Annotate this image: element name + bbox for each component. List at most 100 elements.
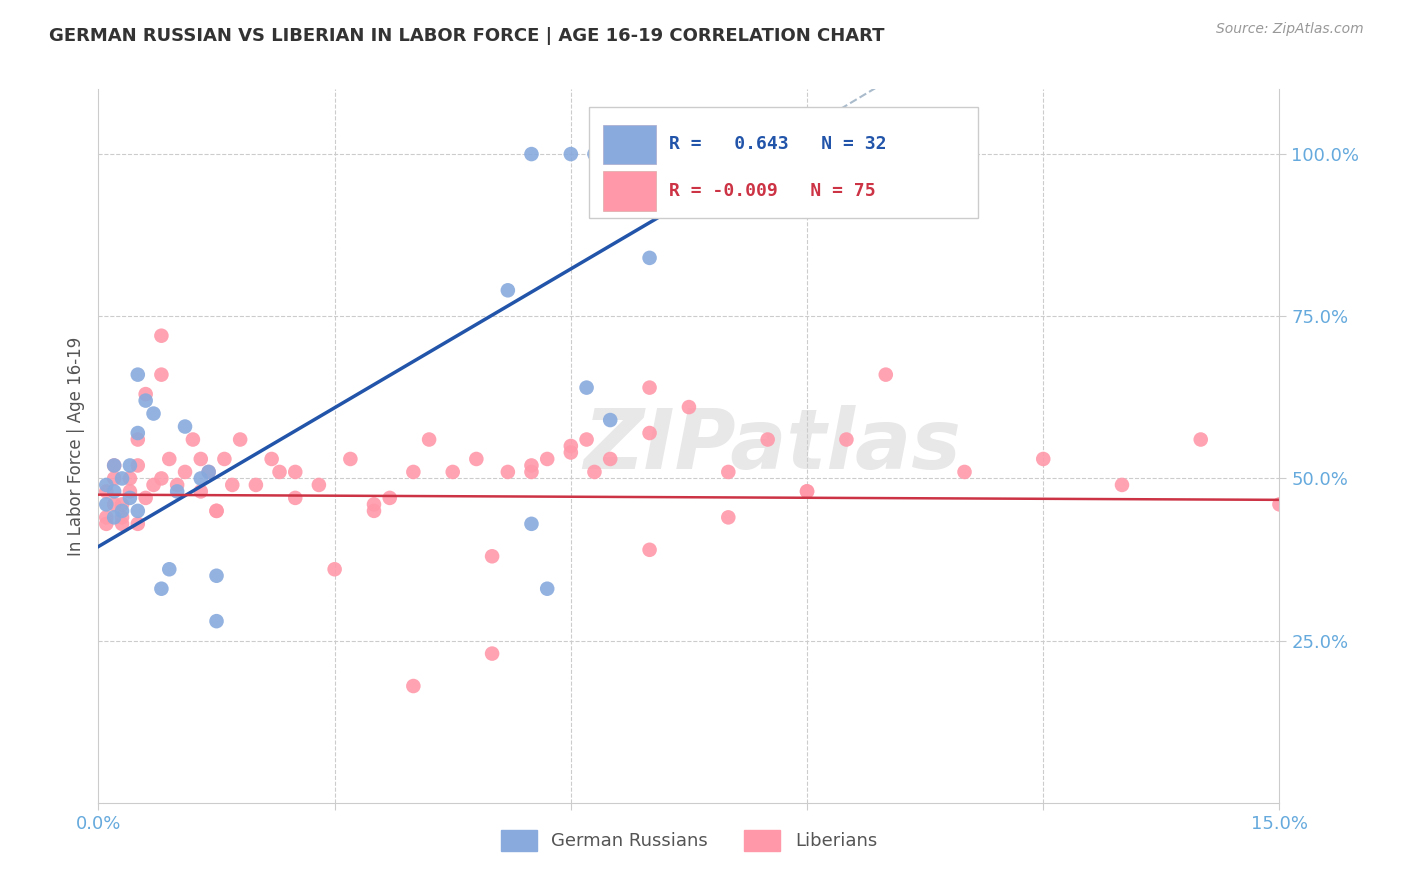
Point [205, 614, 228, 628]
Point [638, 425, 661, 440]
Point [520, 516, 543, 531]
Point [678, 400, 700, 414]
Point [1268, 497, 1291, 511]
Point [583, 147, 606, 161]
Point [166, 478, 188, 492]
Point [205, 504, 228, 518]
Text: R = -0.009   N = 75: R = -0.009 N = 75 [669, 182, 876, 200]
Point [135, 491, 157, 505]
Point [103, 471, 125, 485]
Point [756, 433, 779, 447]
Point [796, 484, 818, 499]
Point [96, 478, 118, 492]
Point [96, 510, 118, 524]
Point [150, 328, 173, 343]
Point [363, 504, 385, 518]
Point [520, 465, 543, 479]
Point [536, 582, 558, 596]
Point [638, 381, 661, 395]
Point [111, 504, 134, 518]
Point [127, 433, 149, 447]
Point [229, 433, 252, 447]
Point [638, 542, 661, 557]
Y-axis label: In Labor Force | Age 16-19: In Labor Force | Age 16-19 [66, 336, 84, 556]
Point [197, 465, 219, 479]
Point [402, 465, 425, 479]
Point [481, 549, 503, 564]
Point [142, 407, 165, 421]
Point [221, 478, 243, 492]
Point [284, 465, 307, 479]
Point [197, 465, 219, 479]
Point [339, 452, 361, 467]
FancyBboxPatch shape [603, 171, 655, 211]
Point [308, 478, 330, 492]
Point [599, 452, 621, 467]
Point [441, 465, 464, 479]
Point [142, 478, 165, 492]
Point [166, 484, 188, 499]
Point [103, 497, 125, 511]
Point [111, 510, 134, 524]
Point [560, 445, 582, 459]
Point [103, 510, 125, 524]
Point [583, 465, 606, 479]
Point [118, 491, 141, 505]
Point [111, 516, 134, 531]
Point [245, 478, 267, 492]
Point [103, 484, 125, 499]
Point [1111, 478, 1133, 492]
Point [214, 452, 236, 467]
Point [111, 497, 134, 511]
Point [402, 679, 425, 693]
Point [575, 433, 598, 447]
Point [135, 387, 157, 401]
Point [150, 368, 173, 382]
Point [157, 562, 180, 576]
Point [190, 484, 212, 499]
Point [150, 471, 173, 485]
Point [496, 283, 519, 297]
Point [717, 510, 740, 524]
Point [118, 458, 141, 473]
FancyBboxPatch shape [589, 107, 979, 218]
Point [190, 452, 212, 467]
Point [638, 251, 661, 265]
Point [103, 458, 125, 473]
Point [205, 504, 228, 518]
Point [174, 465, 197, 479]
Point [284, 491, 307, 505]
Point [260, 452, 283, 467]
Point [103, 458, 125, 473]
Point [614, 147, 637, 161]
FancyBboxPatch shape [603, 125, 655, 164]
Point [181, 433, 204, 447]
Point [118, 484, 141, 499]
Point [481, 647, 503, 661]
Point [127, 425, 149, 440]
Point [127, 458, 149, 473]
Point [157, 452, 180, 467]
Point [96, 516, 118, 531]
Point [717, 465, 740, 479]
Text: ZIPatlas: ZIPatlas [582, 406, 960, 486]
Point [953, 465, 976, 479]
Point [575, 381, 598, 395]
Point [875, 368, 897, 382]
Point [520, 458, 543, 473]
Point [520, 147, 543, 161]
Point [835, 433, 858, 447]
Point [127, 368, 149, 382]
Point [96, 497, 118, 511]
Point [96, 484, 118, 499]
Point [150, 582, 173, 596]
Text: Source: ZipAtlas.com: Source: ZipAtlas.com [1216, 22, 1364, 37]
Point [796, 484, 818, 499]
Point [496, 465, 519, 479]
Point [465, 452, 488, 467]
Point [599, 413, 621, 427]
Point [1032, 452, 1054, 467]
Point [174, 419, 197, 434]
Legend: German Russians, Liberians: German Russians, Liberians [494, 822, 884, 858]
Point [1189, 433, 1212, 447]
